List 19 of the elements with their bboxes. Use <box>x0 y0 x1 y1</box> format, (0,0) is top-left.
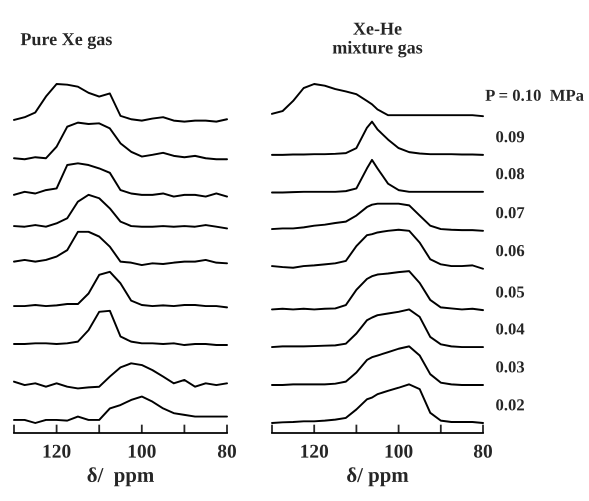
x-tick-label: 120 <box>301 444 328 458</box>
series-label: 0.09 <box>496 131 524 142</box>
series-label: 0.04 <box>496 323 524 335</box>
chart-title: Xe-He mixture gas <box>332 22 422 58</box>
series-label: 0.07 <box>496 207 524 218</box>
x-tick-label: 100 <box>128 444 156 458</box>
series-label: 0.05 <box>496 286 524 298</box>
series-label: 0.06 <box>496 245 524 256</box>
series-label: 0.02 <box>496 399 524 411</box>
x-tick-label: 100 <box>386 444 412 458</box>
x-axis-title: δ/ ppm <box>347 467 408 486</box>
x-tick-label: 80 <box>218 444 236 458</box>
series-label: P = 0.10 MPa <box>485 90 584 102</box>
x-tick-label: 120 <box>44 444 70 458</box>
x-axis-title: δ/ ppm <box>87 467 154 486</box>
series-label: 0.08 <box>496 168 524 180</box>
x-tick-label: 80 <box>474 444 492 458</box>
series-label: 0.03 <box>496 361 524 373</box>
chart-title: Pure Xe gas <box>20 33 112 50</box>
